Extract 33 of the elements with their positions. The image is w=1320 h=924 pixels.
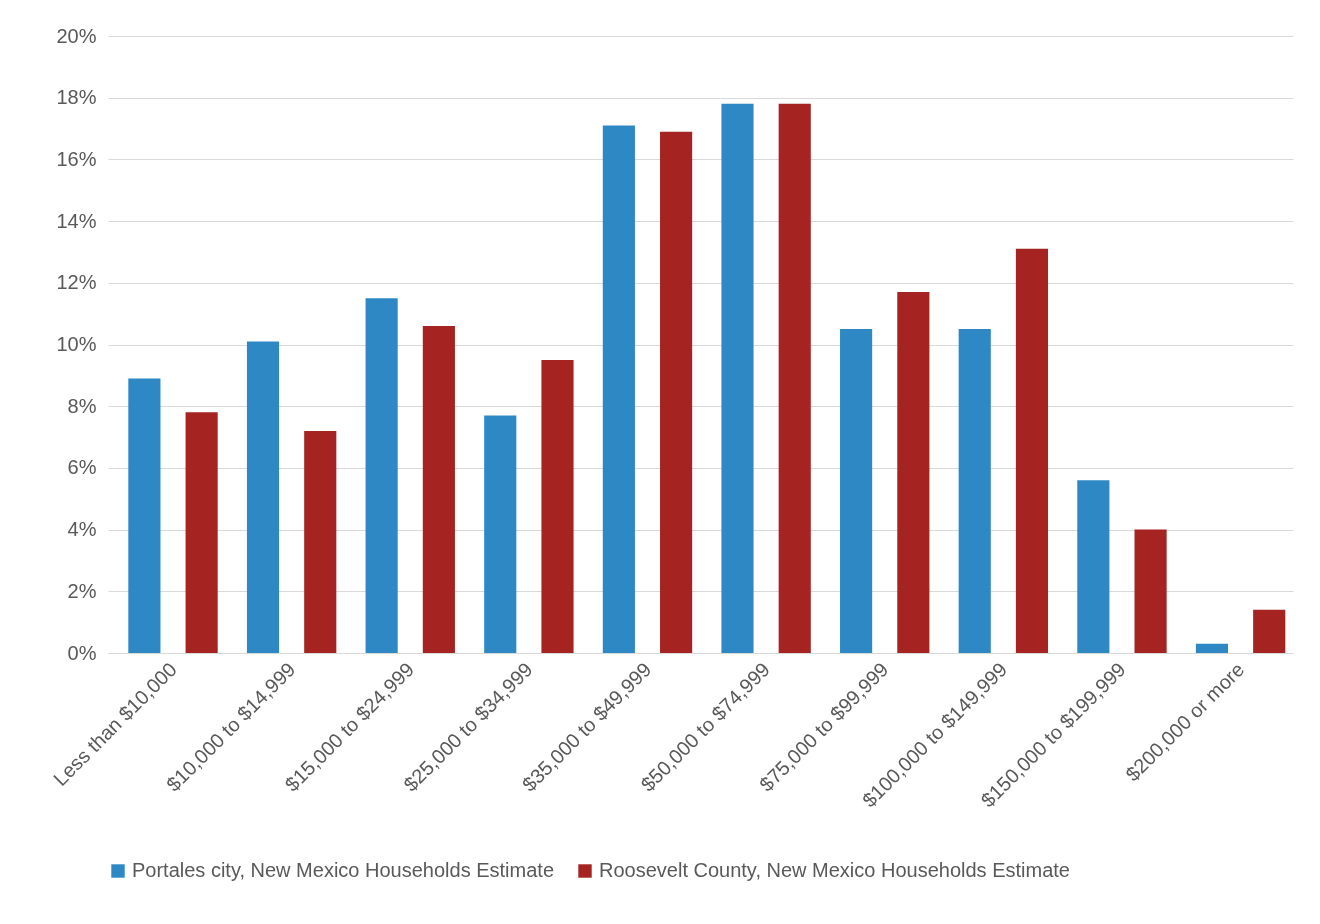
y-tick-label: 8% [67, 394, 97, 417]
y-tick-label: 16% [56, 147, 97, 170]
bar [1253, 609, 1286, 653]
bar [1077, 480, 1110, 653]
bar [1195, 643, 1229, 653]
y-tick-label: 4% [67, 518, 97, 541]
y-tick-label: 0% [67, 641, 97, 664]
y-tick-label: 12% [56, 271, 97, 294]
bar [128, 378, 161, 653]
y-tick-label: 2% [67, 579, 97, 602]
bar [958, 329, 991, 653]
bar [778, 103, 811, 653]
bar [840, 329, 873, 653]
bar [246, 341, 280, 653]
bar [660, 131, 693, 653]
bar [422, 325, 455, 653]
y-tick-label: 6% [67, 456, 97, 479]
bar [484, 415, 517, 653]
bar [1134, 529, 1167, 653]
bar [602, 125, 635, 653]
bar [541, 359, 574, 653]
bar [185, 412, 218, 653]
y-tick-label: 10% [56, 333, 97, 355]
y-tick-label: 20% [56, 24, 97, 47]
y-tick-label: 18% [56, 86, 97, 109]
bar [1015, 248, 1049, 653]
legend-label: Portales city, New Mexico Households Estimate [132, 859, 555, 881]
legend-label: Roosevelt County, New Mexico Households Estimate [599, 859, 1070, 881]
y-tick-label: 14% [56, 209, 97, 232]
bar [897, 292, 930, 653]
bar [365, 298, 398, 653]
bar [304, 430, 337, 653]
bar [721, 103, 754, 653]
